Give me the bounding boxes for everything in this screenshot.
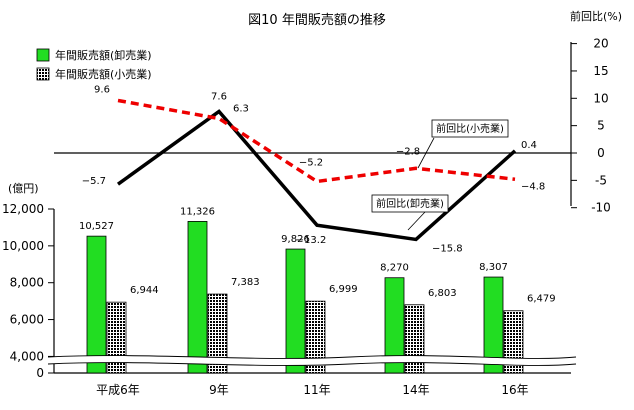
bar-wholesale-label: 9,826 bbox=[281, 234, 310, 245]
category-label: 平成6年 bbox=[96, 383, 140, 397]
legend-label-retail: 年間販売額(小売業) bbox=[55, 67, 152, 81]
bar-wholesale-label: 8,270 bbox=[380, 263, 409, 274]
line-wholesale-label: 7.6 bbox=[211, 91, 227, 102]
axis-break bbox=[47, 355, 577, 366]
left-tick-label: 0 bbox=[36, 366, 44, 380]
bar-wholesale-label: 8,307 bbox=[479, 262, 508, 273]
legend-swatch-wholesale bbox=[36, 48, 50, 62]
bar-wholesale bbox=[86, 235, 107, 374]
left-tick-label: 4,000 bbox=[10, 349, 44, 363]
bar-wholesale bbox=[384, 277, 405, 374]
bar-retail-label: 7,383 bbox=[231, 277, 260, 288]
callout-retail: 前回比(小売業) bbox=[417, 119, 509, 169]
line-retail-label: −4.8 bbox=[521, 181, 545, 192]
bar-retail-label: 6,999 bbox=[329, 284, 358, 295]
line-retail-label: 6.3 bbox=[233, 104, 249, 115]
bar-wholesale-label: 11,326 bbox=[180, 206, 215, 217]
line-retail-label: −5.2 bbox=[299, 157, 323, 168]
bar-wholesale-label: 10,527 bbox=[79, 221, 114, 232]
right-axis: 前回比(%) 20 15 10 5 0 -5 -10 bbox=[570, 9, 622, 215]
bar-wholesale bbox=[187, 221, 208, 374]
bar-retail bbox=[305, 300, 326, 374]
bar-retail-label: 6,803 bbox=[428, 288, 457, 299]
right-tick-label: 5 bbox=[597, 119, 605, 133]
category-label: 11年 bbox=[303, 383, 330, 397]
category-label: 9年 bbox=[209, 383, 229, 397]
bar-retail-label: 6,479 bbox=[527, 294, 556, 305]
callout-wholesale-label: 前回比(卸売業) bbox=[376, 197, 444, 210]
line-retail-label: −2.8 bbox=[396, 146, 420, 157]
left-tick-label: 12,000 bbox=[2, 202, 44, 216]
right-tick-label: -5 bbox=[595, 173, 607, 187]
chart-title: 図10 年間販売額の推移 bbox=[248, 12, 386, 28]
bar-wholesale bbox=[285, 248, 306, 374]
right-tick-label: -10 bbox=[591, 201, 611, 215]
right-tick-label: 0 bbox=[597, 146, 605, 160]
left-axis-unit: (億円) bbox=[8, 182, 39, 195]
line-wholesale-label: −5.7 bbox=[82, 176, 106, 187]
legend-swatch-retail bbox=[36, 67, 50, 81]
legend-label-wholesale: 年間販売額(卸売業) bbox=[55, 48, 152, 62]
callout-retail-label: 前回比(小売業) bbox=[436, 122, 504, 135]
category-label: 14年 bbox=[402, 383, 429, 397]
bar-retail bbox=[106, 301, 127, 374]
line-wholesale-label: −13.2 bbox=[296, 235, 327, 246]
right-tick-label: 10 bbox=[593, 91, 608, 105]
callout-wholesale: 前回比(卸売業) bbox=[371, 194, 449, 231]
line-retail-label: 9.6 bbox=[94, 84, 110, 95]
line-wholesale-label: 0.4 bbox=[521, 140, 537, 151]
right-tick-label: 15 bbox=[593, 64, 608, 78]
bar-retail bbox=[207, 293, 228, 374]
legend: 年間販売額(卸売業) 年間販売額(小売業) bbox=[36, 48, 152, 81]
line-retail bbox=[117, 98, 516, 184]
bar-retail-label: 6,944 bbox=[130, 285, 159, 296]
line-wholesale bbox=[116, 109, 517, 242]
line-wholesale-label: −15.8 bbox=[432, 243, 463, 254]
bar-wholesale bbox=[483, 276, 504, 374]
category-label: 16年 bbox=[501, 383, 528, 397]
left-tick-label: 6,000 bbox=[10, 313, 44, 327]
right-tick-label: 20 bbox=[593, 37, 608, 51]
right-axis-unit: 前回比(%) bbox=[570, 9, 622, 23]
left-tick-label: 10,000 bbox=[2, 239, 44, 253]
left-tick-label: 8,000 bbox=[10, 276, 44, 290]
